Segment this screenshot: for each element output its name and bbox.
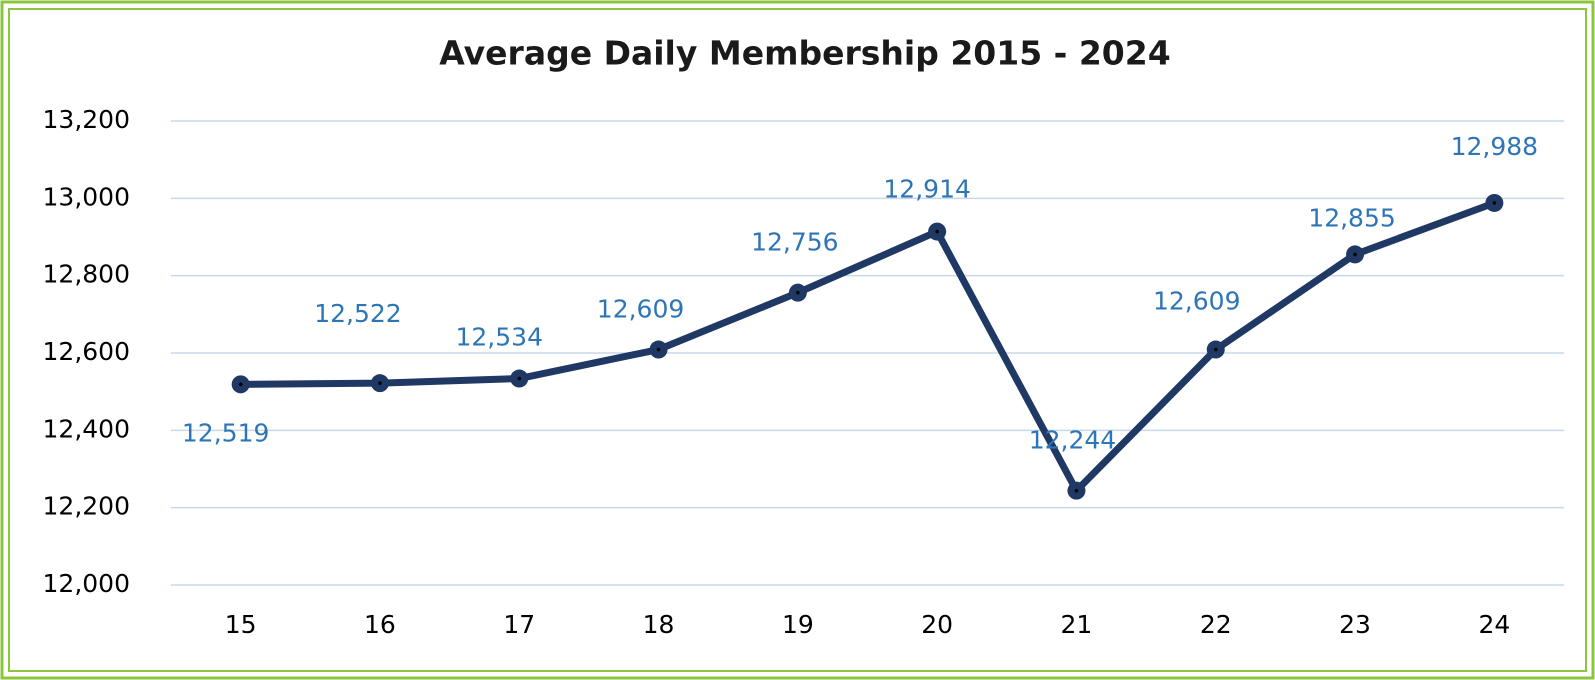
data-label: 12,244 — [1029, 426, 1116, 455]
x-tick-label: 16 — [364, 610, 396, 639]
x-tick-label: 20 — [921, 610, 953, 639]
x-tick-label: 23 — [1339, 610, 1371, 639]
data-label: 12,522 — [314, 299, 401, 328]
line — [240, 199, 1496, 495]
y-tick-label: 12,600 — [43, 337, 130, 366]
x-tick-label: 24 — [1478, 610, 1510, 639]
y-tick-label: 12,200 — [43, 492, 130, 521]
data-label: 12,534 — [456, 323, 543, 352]
plot: 12,519 12,522 12,534 12,609 12,756 12,914 12,2… — [182, 132, 1538, 500]
data-label: 12,756 — [751, 228, 838, 257]
y-tick-label: 12,000 — [43, 569, 130, 598]
marker-dot — [378, 381, 382, 385]
marker-dot — [656, 347, 661, 352]
marker-dot — [1492, 201, 1497, 205]
data-label: 12,855 — [1308, 203, 1395, 232]
x-tick-label: 15 — [225, 610, 257, 639]
x-tick-label: 19 — [782, 610, 814, 639]
data-label: 12,609 — [597, 295, 684, 324]
x-tick-label: 18 — [643, 610, 675, 639]
y-tick-label: 13,000 — [43, 182, 130, 211]
x-tick-label: 21 — [1061, 610, 1093, 639]
grid — [171, 120, 1564, 586]
x-tick-label: 17 — [503, 610, 535, 639]
data-label: 12,609 — [1153, 287, 1240, 316]
marker-dot — [238, 382, 243, 387]
marker-dot — [1213, 347, 1218, 352]
x-tick-label: 22 — [1200, 610, 1232, 639]
marker-dot — [796, 290, 800, 295]
marker-dot — [1074, 488, 1079, 493]
chart-title: Average Daily Membership 2015 - 2024 — [439, 34, 1170, 73]
frame-inner — [8, 8, 1587, 672]
data-label: 12,988 — [1451, 132, 1538, 161]
data-label: 12,914 — [883, 175, 970, 204]
y-tick-label: 12,800 — [43, 260, 130, 289]
marker-dot — [935, 229, 939, 234]
y-tick-label: 12,400 — [43, 414, 130, 443]
marker-dot — [517, 376, 522, 381]
y-tick-label: 13,200 — [43, 105, 130, 134]
data-label: 12,519 — [182, 418, 269, 447]
marker-dot — [1353, 252, 1357, 257]
